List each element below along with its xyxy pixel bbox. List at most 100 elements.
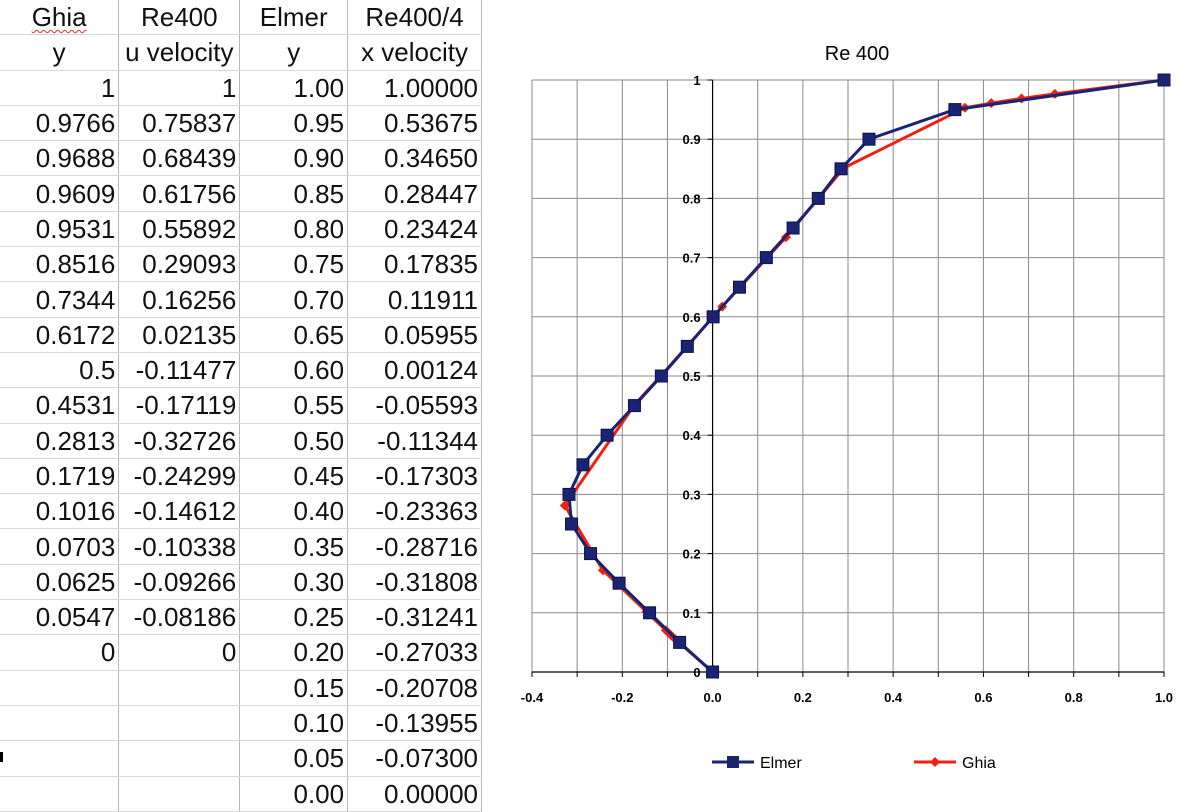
header-cell[interactable]: Re400/4 bbox=[347, 0, 482, 36]
cell-elmer-y[interactable]: 0.10 bbox=[239, 705, 349, 742]
cell-ghia-u-velocity[interactable]: -0.24299 bbox=[118, 458, 241, 495]
cell-elmer-x-velocity[interactable]: -0.27033 bbox=[347, 634, 482, 671]
header-cell[interactable]: Ghia bbox=[0, 0, 120, 36]
cell-ghia-y[interactable]: 0.2813 bbox=[0, 423, 120, 459]
cell-elmer-x-velocity[interactable]: -0.11344 bbox=[347, 423, 482, 459]
cell-elmer-y[interactable]: 0.50 bbox=[239, 423, 349, 459]
cell-ghia-y[interactable] bbox=[0, 740, 120, 777]
cell-elmer-y[interactable]: 0.20 bbox=[239, 634, 349, 671]
cell-ghia-u-velocity[interactable]: -0.17119 bbox=[118, 387, 241, 424]
cell-ghia-u-velocity[interactable]: 0.68439 bbox=[118, 140, 241, 177]
cell-ghia-y[interactable]: 0.0547 bbox=[0, 599, 120, 636]
cell-elmer-x-velocity[interactable]: 0.23424 bbox=[347, 211, 482, 248]
cell-elmer-x-velocity[interactable]: 0.53675 bbox=[347, 105, 482, 142]
cell-elmer-x-velocity[interactable]: -0.13955 bbox=[347, 705, 482, 742]
cell-ghia-u-velocity[interactable] bbox=[118, 705, 241, 742]
cell-elmer-y[interactable]: 0.55 bbox=[239, 387, 349, 424]
cell-ghia-u-velocity[interactable]: 0.75837 bbox=[118, 105, 241, 142]
cell-elmer-x-velocity[interactable]: -0.20708 bbox=[347, 670, 482, 706]
cell-elmer-y[interactable]: 0.95 bbox=[239, 105, 349, 142]
header-cell[interactable]: Elmer bbox=[239, 0, 349, 36]
cell-elmer-x-velocity[interactable]: -0.23363 bbox=[347, 493, 482, 530]
cell-ghia-y[interactable]: 0.4531 bbox=[0, 387, 120, 424]
header-text: y bbox=[52, 37, 66, 68]
header-cell[interactable]: x velocity bbox=[347, 34, 482, 71]
cell-ghia-y[interactable]: 0.9766 bbox=[0, 105, 120, 142]
cell-ghia-u-velocity[interactable]: 0.55892 bbox=[118, 211, 241, 248]
cell-ghia-y[interactable]: 0 bbox=[0, 634, 120, 671]
cell-ghia-y[interactable]: 0.8516 bbox=[0, 246, 120, 283]
header-cell[interactable]: u velocity bbox=[118, 34, 241, 71]
cell-ghia-y[interactable]: 0.9609 bbox=[0, 175, 120, 212]
cell-elmer-x-velocity[interactable]: 0.05955 bbox=[347, 317, 482, 353]
cell-elmer-y[interactable]: 0.85 bbox=[239, 175, 349, 212]
cell-elmer-x-velocity[interactable]: -0.17303 bbox=[347, 458, 482, 495]
cell-ghia-u-velocity[interactable]: -0.14612 bbox=[118, 493, 241, 530]
cell-ghia-y[interactable]: 0.7344 bbox=[0, 281, 120, 318]
cell-elmer-x-velocity[interactable]: -0.31241 bbox=[347, 599, 482, 636]
cell-ghia-u-velocity[interactable]: -0.32726 bbox=[118, 423, 241, 459]
cell-elmer-y[interactable]: 0.75 bbox=[239, 246, 349, 283]
cell-elmer-y[interactable]: 0.25 bbox=[239, 599, 349, 636]
cell-ghia-u-velocity[interactable]: -0.11477 bbox=[118, 352, 241, 389]
cell-elmer-x-velocity[interactable]: 0.17835 bbox=[347, 246, 482, 283]
elmer-point bbox=[706, 665, 720, 679]
cell-ghia-u-velocity[interactable]: 1 bbox=[118, 70, 241, 106]
cell-ghia-u-velocity[interactable]: 0.16256 bbox=[118, 281, 241, 318]
cell-elmer-y[interactable]: 0.00 bbox=[239, 776, 349, 812]
cell-elmer-y[interactable]: 0.35 bbox=[239, 528, 349, 565]
cell-elmer-y[interactable]: 0.80 bbox=[239, 211, 349, 248]
cell-ghia-u-velocity[interactable]: -0.08186 bbox=[118, 599, 241, 636]
cell-elmer-x-velocity[interactable]: 0.34650 bbox=[347, 140, 482, 177]
cell-elmer-x-velocity[interactable]: 0.11911 bbox=[347, 281, 482, 318]
cell-ghia-y[interactable]: 0.9531 bbox=[0, 211, 120, 248]
table-row: 0.9766 0.75837 0.95 0.53675 bbox=[0, 105, 482, 142]
cell-ghia-u-velocity[interactable]: -0.09266 bbox=[118, 564, 241, 601]
cell-ghia-y[interactable] bbox=[0, 705, 120, 742]
header-cell[interactable]: Re400 bbox=[118, 0, 241, 36]
spreadsheet[interactable]: Ghia Re400 Elmer Re400/4 y u velocity y x veloc… bbox=[0, 0, 482, 812]
elmer-point bbox=[1157, 73, 1171, 87]
header-cell[interactable]: y bbox=[0, 34, 120, 71]
cell-ghia-y[interactable] bbox=[0, 670, 120, 706]
cell-ghia-y[interactable]: 0.0625 bbox=[0, 564, 120, 601]
cell-elmer-y[interactable]: 0.70 bbox=[239, 281, 349, 318]
cell-elmer-x-velocity[interactable]: 1.00000 bbox=[347, 70, 482, 106]
cell-ghia-y[interactable]: 0.1016 bbox=[0, 493, 120, 530]
cell-ghia-y[interactable]: 0.6172 bbox=[0, 317, 120, 353]
cell-elmer-x-velocity[interactable]: -0.28716 bbox=[347, 528, 482, 565]
cell-elmer-y[interactable]: 0.90 bbox=[239, 140, 349, 177]
cell-elmer-y[interactable]: 0.05 bbox=[239, 740, 349, 777]
cell-ghia-y[interactable]: 0.0703 bbox=[0, 528, 120, 565]
cell-elmer-y[interactable]: 1.00 bbox=[239, 70, 349, 106]
cell-ghia-u-velocity[interactable]: 0.29093 bbox=[118, 246, 241, 283]
cell-ghia-u-velocity[interactable]: -0.10338 bbox=[118, 528, 241, 565]
cell-ghia-u-velocity[interactable] bbox=[118, 776, 241, 812]
cell-ghia-u-velocity[interactable]: 0.61756 bbox=[118, 175, 241, 212]
cell-ghia-u-velocity[interactable]: 0.02135 bbox=[118, 317, 241, 353]
cell-elmer-x-velocity[interactable]: -0.07300 bbox=[347, 740, 482, 777]
header-cell[interactable]: y bbox=[239, 34, 349, 71]
cell-elmer-x-velocity[interactable]: -0.31808 bbox=[347, 564, 482, 601]
cell-ghia-y[interactable]: 1 bbox=[0, 70, 120, 106]
data-table[interactable]: Ghia Re400 Elmer Re400/4 y u velocity y x veloc… bbox=[0, 0, 482, 812]
cell-elmer-y[interactable]: 0.60 bbox=[239, 352, 349, 389]
cell-elmer-y[interactable]: 0.45 bbox=[239, 458, 349, 495]
cell-elmer-x-velocity[interactable]: -0.05593 bbox=[347, 387, 482, 424]
cell-ghia-y[interactable] bbox=[0, 776, 120, 812]
cell-elmer-y[interactable]: 0.15 bbox=[239, 670, 349, 706]
cell-elmer-x-velocity[interactable]: 0.00000 bbox=[347, 776, 482, 812]
cell-ghia-y[interactable]: 0.9688 bbox=[0, 140, 120, 177]
legend-label: Ghia bbox=[962, 755, 996, 772]
cell-ghia-y[interactable]: 0.5 bbox=[0, 352, 120, 389]
cell-elmer-y[interactable]: 0.65 bbox=[239, 317, 349, 353]
cell-ghia-u-velocity[interactable]: 0 bbox=[118, 634, 241, 671]
cell-elmer-y[interactable]: 0.30 bbox=[239, 564, 349, 601]
cell-elmer-y[interactable]: 0.40 bbox=[239, 493, 349, 530]
cell-ghia-u-velocity[interactable] bbox=[118, 740, 241, 777]
cell-elmer-x-velocity[interactable]: 0.28447 bbox=[347, 175, 482, 212]
cell-ghia-u-velocity[interactable] bbox=[118, 670, 241, 706]
cell-elmer-x-velocity[interactable]: 0.00124 bbox=[347, 352, 482, 389]
table-row: 0 0 0.20 -0.27033 bbox=[0, 634, 482, 671]
cell-ghia-y[interactable]: 0.1719 bbox=[0, 458, 120, 495]
